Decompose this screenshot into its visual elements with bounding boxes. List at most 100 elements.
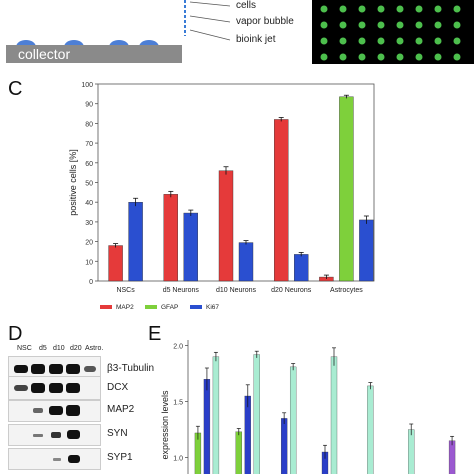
blot-label-dcx: DCX [107, 382, 129, 393]
y-tick-label: 90 [85, 102, 93, 109]
bar-map2 [163, 194, 179, 282]
micro-cell-cluster [434, 21, 442, 29]
panel-c-chart: 0 10 20 30 40 50 60 70 80 90 100 positive cells [%]… [68, 82, 375, 311]
x-tick-label: Astrocytes [330, 287, 363, 294]
blot-syp1 [8, 448, 101, 470]
y-tick-label: 80 [85, 121, 93, 128]
expression-bar [212, 356, 220, 474]
micro-cell-cluster [320, 21, 328, 29]
micro-cell-cluster [453, 53, 461, 61]
legend-label-gfap: GFAP [161, 304, 178, 311]
blot-col-d20: d20 [70, 345, 82, 352]
bar-map2 [108, 245, 123, 282]
micro-cell-cluster [339, 5, 347, 13]
blot-label-syn: SYN [107, 428, 128, 439]
micro-cell-cluster [358, 5, 366, 13]
expression-bar [448, 440, 456, 474]
panel-d-letter: D [8, 323, 23, 345]
micro-cell-cluster [320, 37, 328, 45]
y-axis-title: positive cells [%] [68, 149, 78, 216]
micro-cell-cluster [415, 37, 423, 45]
legend-label-ki67: Ki67 [206, 304, 219, 311]
micro-cell-cluster [396, 37, 404, 45]
x-tick-label: d10 Neurons [216, 287, 257, 294]
micro-cell-cluster [358, 21, 366, 29]
y-tick-label: 50 [85, 181, 93, 188]
expression-bar [280, 418, 288, 474]
blot-col-d10: d10 [53, 345, 65, 352]
y-tick-label: 100 [81, 82, 93, 89]
y-tick-label: 20 [85, 240, 93, 247]
blot-syn [8, 424, 101, 446]
panel-e-chart: 1.0 1.5 2.0 expression levels [160, 340, 456, 474]
bar-ki67 [183, 212, 199, 282]
micro-cell-cluster [377, 53, 385, 61]
x-tick-label: d5 Neurons [163, 287, 200, 294]
blot-col-d5: d5 [39, 345, 47, 352]
micro-cell-cluster [415, 53, 423, 61]
y-tick-label: 30 [85, 220, 93, 227]
x-tick-label: d20 Neurons [271, 287, 312, 294]
y-tick-label: 2.0 [173, 344, 183, 351]
y-axis-title: expression levels [160, 390, 170, 460]
blot-label-syp1: SYP1 [107, 452, 133, 463]
expression-bar [203, 379, 211, 474]
micro-cell-cluster [415, 21, 423, 29]
y-tick-label: 1.5 [173, 400, 183, 407]
micro-cell-cluster [434, 37, 442, 45]
needle [184, 0, 186, 36]
micro-cell-cluster [396, 53, 404, 61]
leader-lines [188, 0, 233, 50]
legend-swatch-gfap [145, 305, 157, 309]
expression-bar [235, 431, 242, 474]
label-bioink-jet: bioink jet [236, 34, 276, 45]
legend-swatch-map2 [100, 305, 112, 309]
blot-label-map2: MAP2 [107, 404, 135, 415]
blot-map2 [8, 400, 101, 422]
micro-cell-cluster [358, 37, 366, 45]
blot-col-nsc: NSC [17, 345, 32, 352]
bar-ki67 [294, 254, 309, 282]
micro-cell-cluster [377, 5, 385, 13]
y-tick-label: 1.0 [173, 456, 183, 463]
blot-dcx [8, 376, 101, 400]
expression-bar [367, 385, 374, 474]
micro-cell-cluster [434, 5, 442, 13]
bar-gfap [339, 96, 354, 282]
micro-cell-cluster [396, 21, 404, 29]
label-cells: cells [236, 0, 257, 11]
micro-cell-cluster [320, 53, 328, 61]
micro-cell-cluster [396, 5, 404, 13]
micro-cell-cluster [320, 5, 328, 13]
bar-ki67 [359, 219, 374, 282]
micro-cell-cluster [339, 53, 347, 61]
bar-ki67 [128, 201, 143, 282]
fluorescence-micrograph [312, 0, 474, 64]
collector: collector [6, 45, 182, 63]
expression-bar [330, 356, 338, 474]
micro-cell-cluster [415, 5, 423, 13]
micro-cell-cluster [377, 21, 385, 29]
blot-label-b3-tubulin: β3-Tubulin [107, 363, 155, 374]
micro-cell-cluster [453, 5, 461, 13]
y-tick-label: 70 [85, 141, 93, 148]
expression-bar [253, 354, 260, 474]
y-tick-label: 0 [89, 279, 93, 286]
expression-bar [289, 366, 297, 474]
y-tick-label: 40 [85, 200, 93, 207]
expression-bar [408, 429, 415, 474]
expression-bar [244, 395, 251, 474]
micro-cell-cluster [434, 53, 442, 61]
bar-ki67 [238, 242, 254, 282]
blot-col-astro: Astro. [85, 345, 104, 352]
legend-swatch-ki67 [190, 305, 202, 309]
y-tick-label: 60 [85, 161, 93, 168]
label-vapor-bubble: vapor bubble [236, 16, 294, 27]
micro-cell-cluster [377, 37, 385, 45]
micro-cell-cluster [453, 37, 461, 45]
bar-map2 [274, 119, 289, 282]
micro-cell-cluster [339, 21, 347, 29]
legend-label-map2: MAP2 [116, 304, 134, 311]
panel-e-letter: E [148, 323, 162, 345]
panel-c-letter: C [8, 78, 23, 100]
